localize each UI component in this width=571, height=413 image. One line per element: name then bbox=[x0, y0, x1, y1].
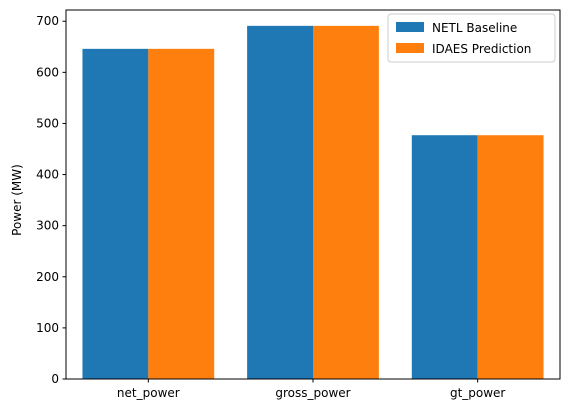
bar-1-gt_power bbox=[477, 135, 544, 379]
bar-1-gross_power bbox=[313, 25, 379, 379]
x-tick-label: gt_power bbox=[450, 386, 505, 400]
y-tick-label: 700 bbox=[36, 14, 59, 28]
bar-0-net_power bbox=[82, 48, 149, 380]
bar-0-gt_power bbox=[411, 135, 478, 379]
bar-0-gross_power bbox=[247, 25, 313, 379]
y-tick-label: 100 bbox=[36, 321, 59, 335]
bar-1-net_power bbox=[148, 48, 215, 380]
y-tick-label: 600 bbox=[36, 65, 59, 79]
bars-group bbox=[82, 25, 544, 380]
legend-label-1: IDAES Prediction bbox=[432, 42, 531, 56]
legend: NETL Baseline IDAES Prediction bbox=[387, 13, 556, 63]
legend-label-0: NETL Baseline bbox=[432, 21, 517, 35]
y-tick-label: 0 bbox=[51, 372, 59, 386]
x-tick-label: gross_power bbox=[275, 386, 350, 400]
y-tick-label: 500 bbox=[36, 116, 59, 130]
axes-group: 0 100 200 300 400 500 600 700 net_power gross_pow… bbox=[36, 9, 561, 400]
y-axis-title: Power (MW) bbox=[10, 164, 24, 236]
legend-swatch-1 bbox=[396, 43, 424, 53]
y-tick-label: 200 bbox=[36, 270, 59, 284]
legend-swatch-0 bbox=[396, 22, 424, 32]
y-tick-label: 400 bbox=[36, 168, 59, 182]
x-tick-label: net_power bbox=[117, 386, 180, 400]
legend-box bbox=[387, 13, 556, 63]
y-tick-label: 300 bbox=[36, 219, 59, 233]
